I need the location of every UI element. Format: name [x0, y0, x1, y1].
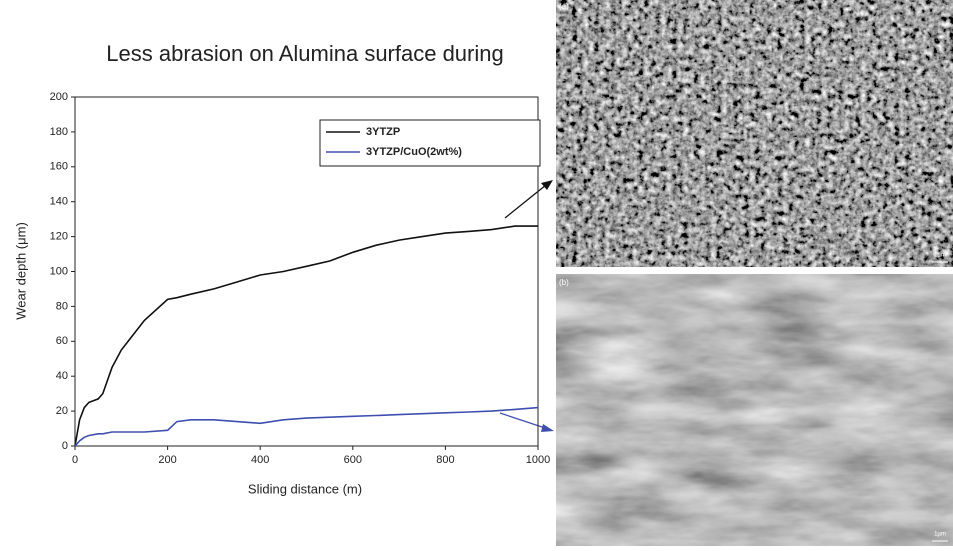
arrow-head: [541, 424, 554, 432]
legend-label: 3YTZP/CuO(2wt%): [366, 146, 462, 158]
x-tick-label: 1000: [526, 454, 550, 466]
y-tick-label: 140: [50, 196, 68, 208]
y-tick-label: 80: [56, 300, 68, 312]
legend-box: [319, 119, 541, 167]
scale-label: 1µm: [934, 532, 946, 538]
image-label: (b): [559, 278, 569, 287]
y-axis-label: Wear depth (μm): [13, 222, 28, 320]
series-line: [74, 406, 539, 447]
legend-label: 3YTZP: [366, 126, 400, 138]
x-tick-label: 800: [436, 454, 454, 466]
y-tick-label: 200: [50, 91, 68, 103]
scale-label: 1µm: [934, 253, 946, 259]
y-tick-label: 0: [62, 440, 68, 452]
y-tick-label: 20: [56, 405, 68, 417]
y-tick-label: 100: [50, 265, 68, 277]
arrow: [504, 184, 547, 219]
series-line: [74, 225, 538, 447]
y-tick-label: 60: [56, 335, 68, 347]
image-label: (a): [559, 2, 569, 11]
y-tick-label: 160: [50, 161, 68, 173]
x-tick-label: 200: [158, 454, 176, 466]
x-tick-label: 600: [344, 454, 362, 466]
y-tick-label: 40: [56, 370, 68, 382]
x-axis-label: Sliding distance (m): [248, 481, 362, 496]
chart-title: Less abrasion on Alumina surface during: [106, 41, 503, 66]
sem-texture-a: [556, 0, 953, 267]
arrow-head: [541, 180, 553, 190]
x-tick-label: 0: [72, 454, 78, 466]
sem-texture-b: [556, 274, 953, 546]
y-tick-label: 120: [50, 231, 68, 243]
y-tick-label: 180: [50, 126, 68, 138]
x-tick-label: 400: [251, 454, 269, 466]
